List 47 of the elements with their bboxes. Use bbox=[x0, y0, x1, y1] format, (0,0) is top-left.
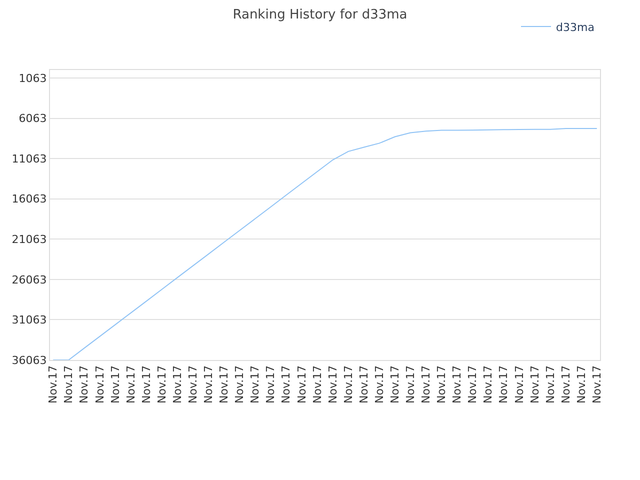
y-tick-label: 21063 bbox=[12, 233, 47, 246]
x-tick-label: Nov.17 bbox=[93, 365, 106, 404]
x-tick-label: Nov.17 bbox=[155, 365, 168, 404]
x-tick-label: Nov.17 bbox=[280, 365, 293, 404]
y-tick-label: 31063 bbox=[12, 314, 47, 327]
x-tick-label: Nov.17 bbox=[482, 365, 495, 404]
y-tick-label: 1063 bbox=[18, 72, 47, 85]
x-tick-label: Nov.17 bbox=[466, 365, 480, 404]
x-tick-label: Nov.17 bbox=[435, 365, 448, 404]
x-tick-label: Nov.17 bbox=[62, 365, 76, 404]
x-tick-label: Nov.17 bbox=[342, 365, 355, 404]
x-tick-label: Nov.17 bbox=[186, 365, 200, 404]
x-tick-label: Nov.17 bbox=[590, 365, 604, 404]
x-tick-label: Nov.17 bbox=[46, 365, 60, 404]
x-tick-label: Nov.17 bbox=[450, 365, 464, 404]
x-tick-label: Nov.17 bbox=[497, 365, 510, 404]
x-tick-label: Nov.17 bbox=[202, 365, 216, 404]
x-tick-label: Nov.17 bbox=[170, 365, 184, 404]
legend-label: d33ma bbox=[556, 20, 594, 34]
x-tick-label: Nov.17 bbox=[124, 365, 138, 404]
y-tick-label: 36063 bbox=[12, 354, 47, 367]
x-tick-label: Nov.17 bbox=[140, 365, 153, 404]
x-tick-label: Nov.17 bbox=[78, 365, 91, 404]
x-tick-label: Nov.17 bbox=[512, 365, 526, 404]
chart-title: Ranking History for d33ma bbox=[232, 8, 408, 23]
x-tick-label: Nov.17 bbox=[544, 365, 557, 404]
x-tick-label: Nov.17 bbox=[326, 365, 340, 404]
line-series bbox=[52, 128, 598, 360]
x-tick-label: Nov.17 bbox=[357, 365, 370, 404]
x-tick-label: Nov.17 bbox=[248, 365, 262, 404]
x-tick-label: Nov.17 bbox=[420, 365, 433, 404]
x-tick-label: Nov.17 bbox=[559, 365, 572, 404]
y-tick-label: 11063 bbox=[12, 152, 47, 166]
x-tick-label: Nov.17 bbox=[108, 365, 122, 404]
x-tick-label: Nov.17 bbox=[528, 365, 542, 404]
x-tick-label: Nov.17 bbox=[372, 365, 386, 404]
x-tick-label: Nov.17 bbox=[264, 365, 278, 404]
y-tick-label: 6063 bbox=[18, 112, 47, 126]
x-tick-label: Nov.17 bbox=[295, 365, 308, 404]
y-tick-label: 16063 bbox=[12, 192, 47, 206]
x-tick-label: Nov.17 bbox=[310, 365, 324, 404]
x-tick-label: Nov.17 bbox=[218, 365, 231, 404]
x-tick-label: Nov.17 bbox=[388, 365, 402, 404]
x-tick-label: Nov.17 bbox=[574, 365, 588, 404]
x-tick-label: Nov.17 bbox=[404, 365, 418, 404]
y-tick-label: 26063 bbox=[12, 273, 47, 286]
x-tick-label: Nov.17 bbox=[233, 365, 246, 404]
